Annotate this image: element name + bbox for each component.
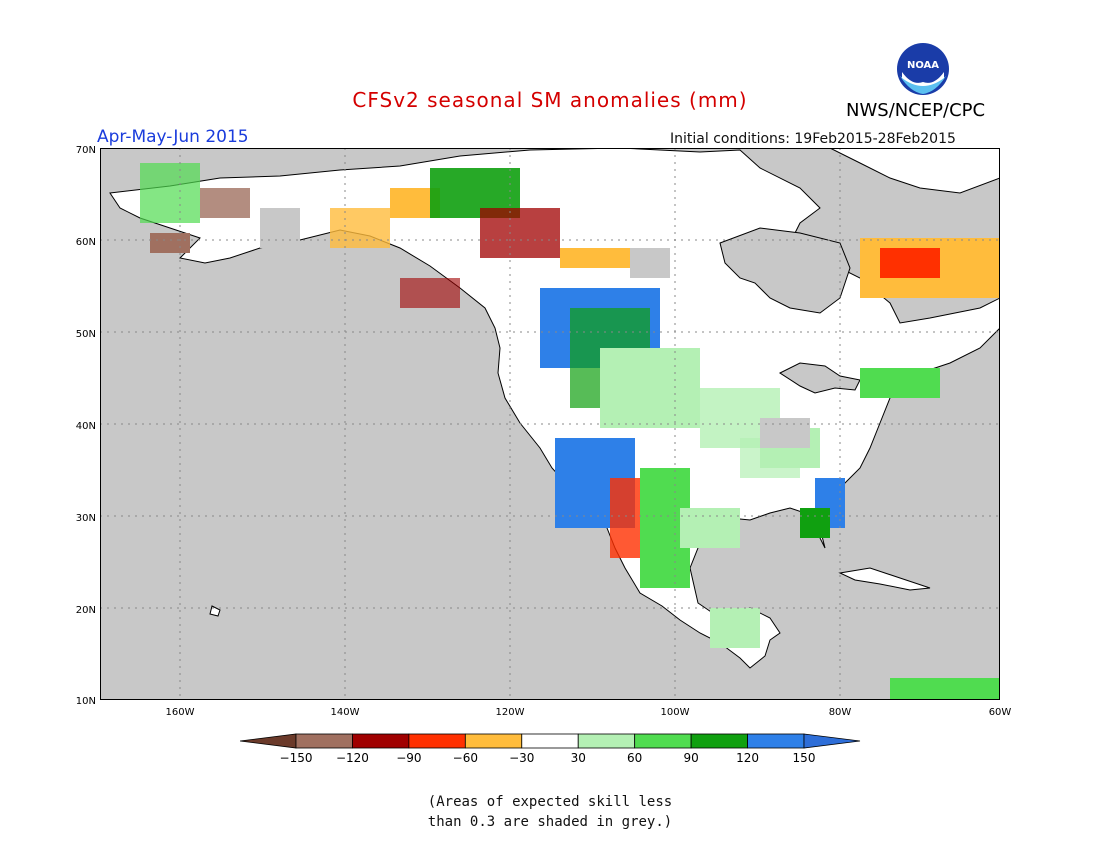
map-title: CFSv2 seasonal SM anomalies (mm) (352, 88, 748, 112)
lon-label: 60W (989, 707, 1012, 718)
legend-label: 150 (793, 751, 816, 765)
legend-label: −60 (453, 751, 478, 765)
legend-label: −150 (280, 751, 313, 765)
legend-swatch (634, 733, 692, 749)
lon-label: 80W (829, 707, 852, 718)
lat-label: 30N (76, 513, 96, 524)
legend-swatch (240, 733, 297, 749)
legend-label: −90 (396, 751, 421, 765)
legend-label: −120 (336, 751, 369, 765)
cuba-island (838, 567, 931, 591)
graticule (100, 148, 1000, 700)
latitude-labels: 70N 60N 50N 40N 30N 20N 10N (76, 145, 96, 707)
period-label: Apr-May-Jun 2015 (97, 127, 249, 147)
anomaly-patches (140, 163, 1000, 700)
great-lakes (778, 362, 861, 394)
lat-label: 50N (76, 329, 96, 340)
legend-swatch (408, 733, 466, 749)
lon-label: 120W (496, 707, 525, 718)
lon-label: 100W (661, 707, 690, 718)
legend-swatch (747, 733, 805, 749)
noaa-logo: NOAA (897, 43, 949, 95)
lat-label: 20N (76, 605, 96, 616)
lat-label: 60N (76, 237, 96, 248)
noaa-logo-text: NOAA (907, 60, 939, 71)
legend-label: 120 (736, 751, 759, 765)
legend-swatch (690, 733, 748, 749)
legend-swatch (352, 733, 410, 749)
skill-note-line: (Areas of expected skill less (427, 794, 673, 810)
legend-label: 90 (683, 751, 698, 765)
soil-moisture-map (100, 148, 1000, 700)
color-legend: −150 −120 −90 −60 −30 30 60 90 120 150 (240, 733, 861, 765)
lat-label: 40N (76, 421, 96, 432)
legend-label: 30 (571, 751, 586, 765)
legend-label: 60 (627, 751, 642, 765)
skill-note-line: than 0.3 are shaded in grey.) (427, 814, 673, 830)
longitude-labels: 160W 140W 120W 100W 80W 60W (166, 707, 1012, 718)
skill-note: (Areas of expected skill less than 0.3 a… (0, 792, 1100, 832)
agency-label: NWS/NCEP/CPC (846, 100, 986, 121)
lat-label: 10N (76, 696, 96, 707)
lat-label: 70N (76, 145, 96, 156)
legend-swatch (803, 733, 861, 749)
lon-label: 140W (331, 707, 360, 718)
hudson-bay (719, 227, 851, 314)
legend-swatch (464, 733, 523, 749)
legend-swatch (295, 733, 353, 749)
initial-conditions-label: Initial conditions: 19Feb2015-28Feb2015 (670, 131, 956, 147)
lon-label: 160W (166, 707, 195, 718)
greenland-land (829, 148, 1000, 194)
legend-label: −30 (509, 751, 534, 765)
legend-swatch (521, 733, 579, 749)
legend-swatch (577, 733, 636, 749)
